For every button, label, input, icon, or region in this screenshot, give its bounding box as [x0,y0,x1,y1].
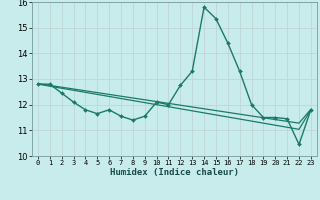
X-axis label: Humidex (Indice chaleur): Humidex (Indice chaleur) [110,168,239,177]
